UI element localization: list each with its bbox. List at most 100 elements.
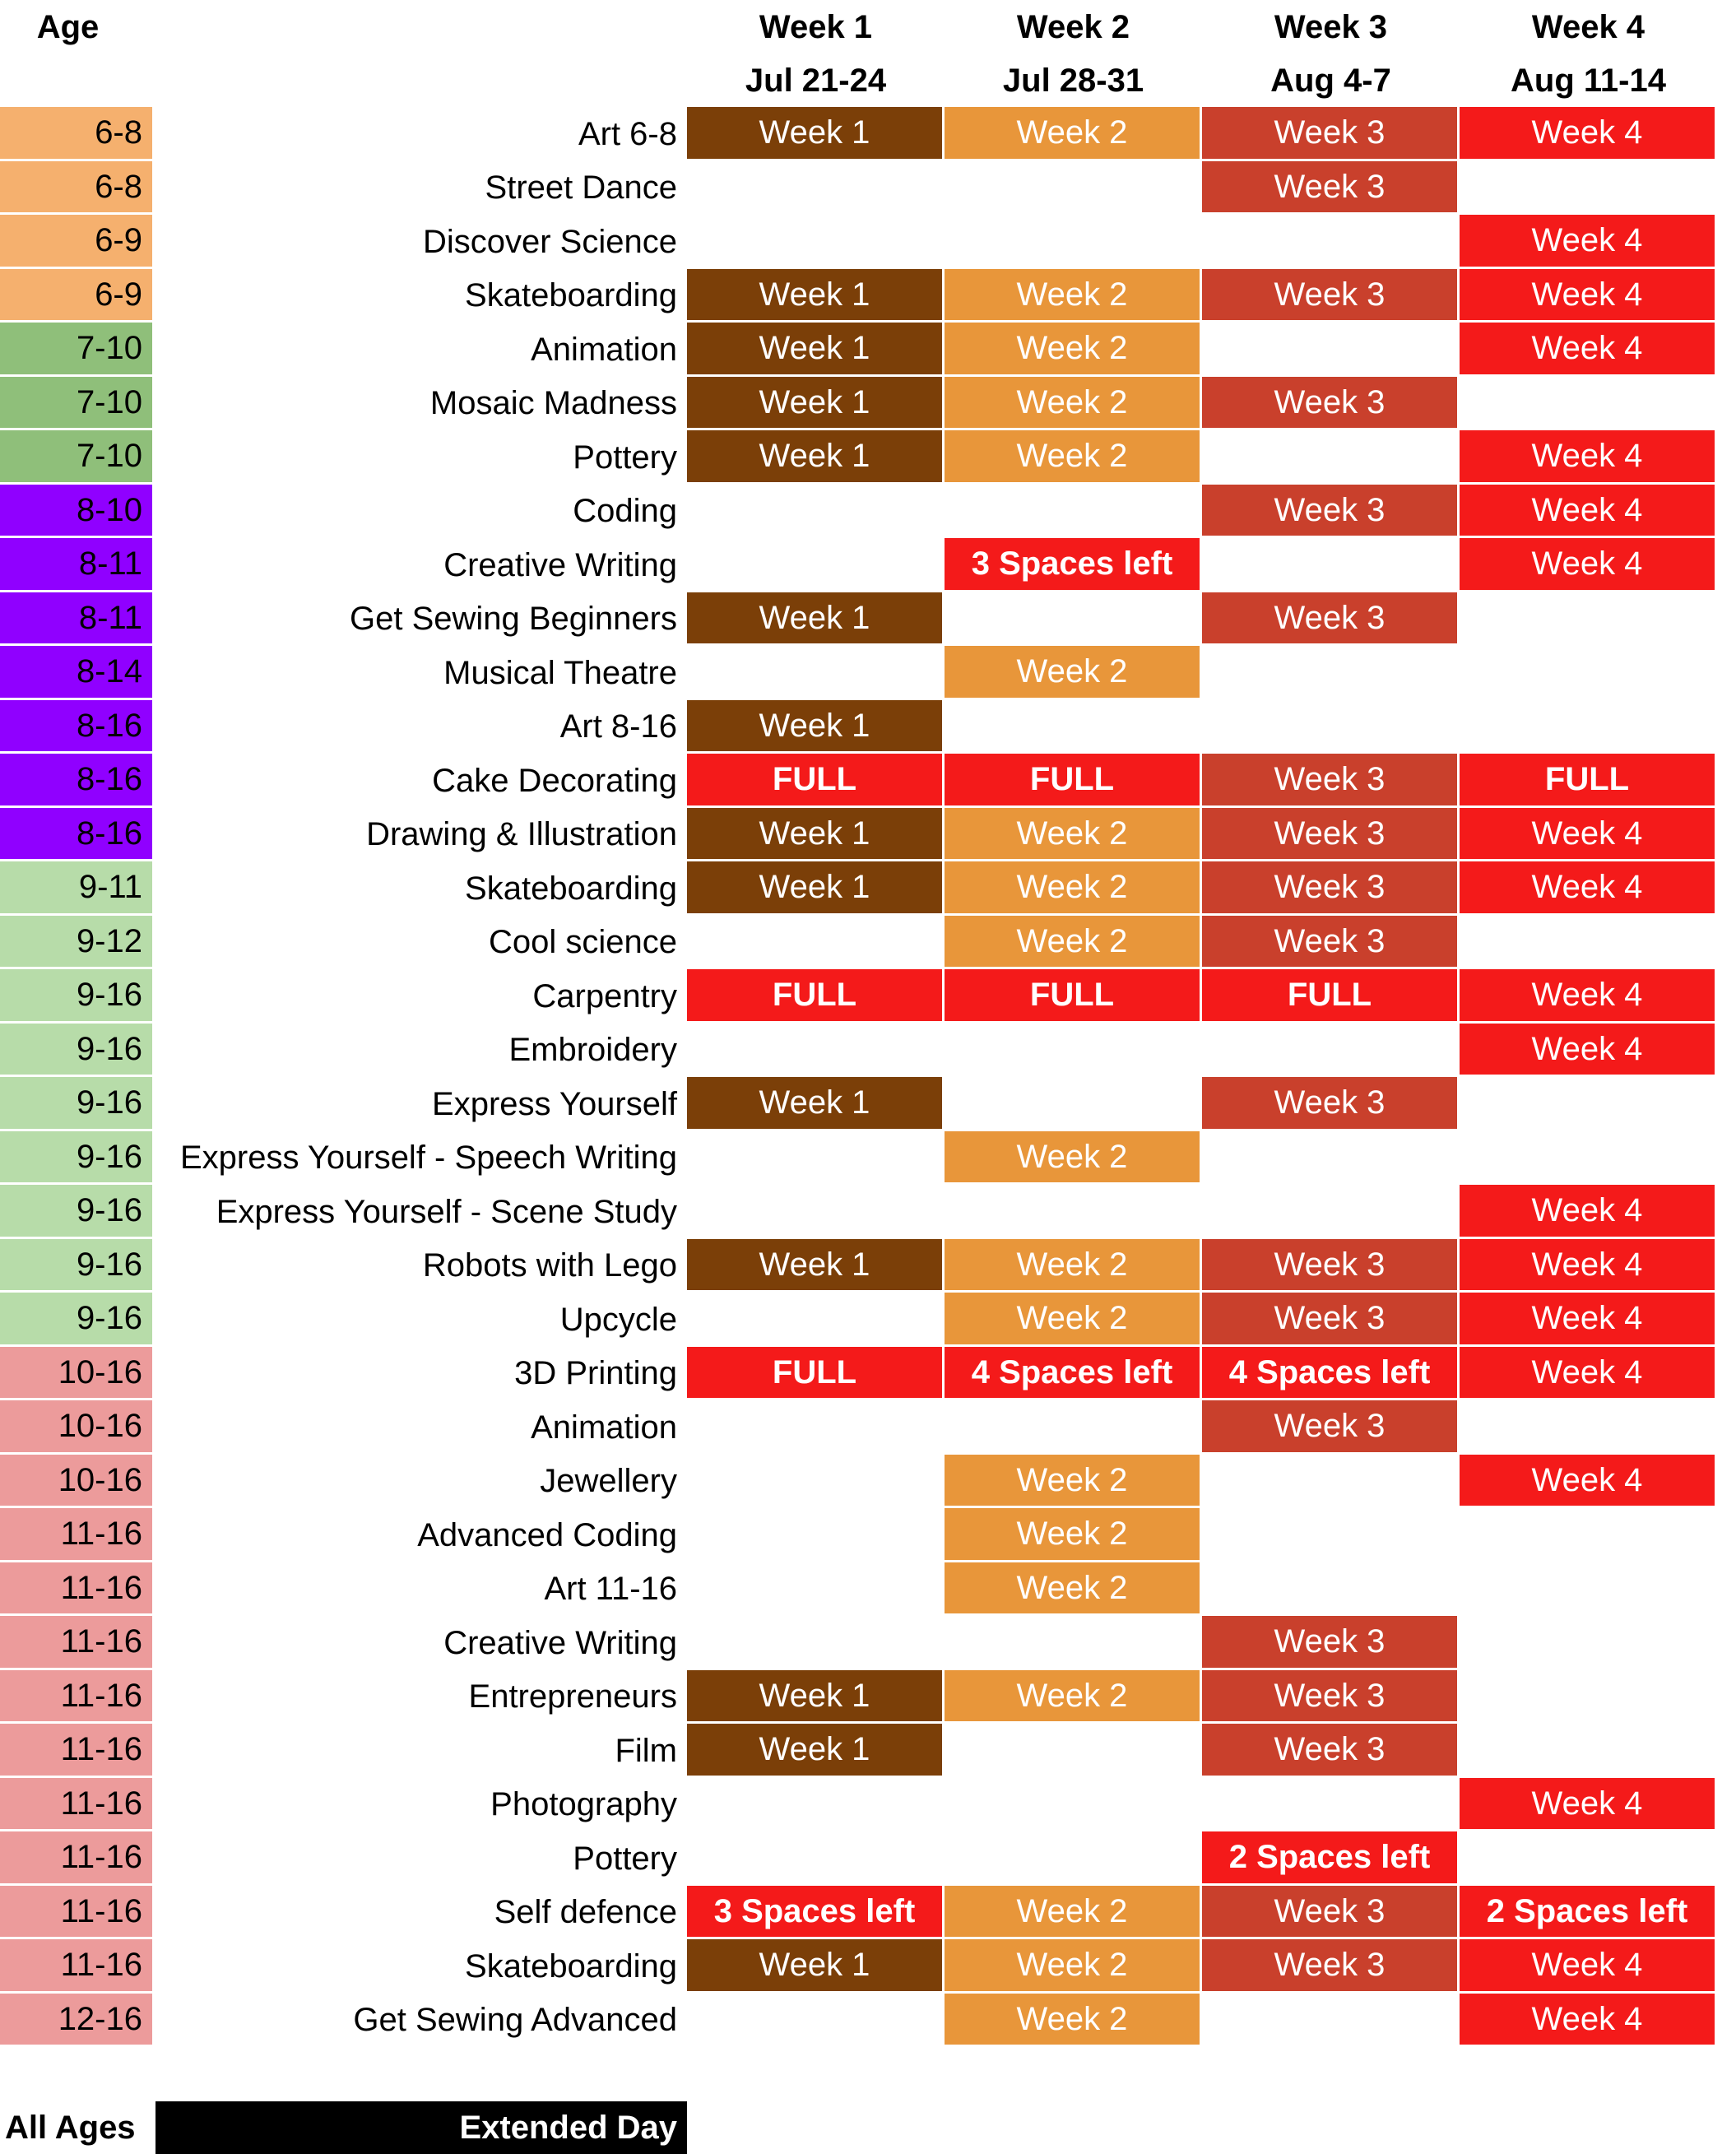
week-1-title: Week 1 — [759, 8, 873, 45]
week-slot: Week 2 — [945, 1293, 1202, 1347]
week-slot: Week 1 — [687, 1669, 945, 1724]
course-name: 3D Printing — [514, 1355, 677, 1392]
week-2-title: Week 2 — [1016, 8, 1130, 45]
week-slot: Week 4 — [1460, 807, 1717, 861]
week-slot: Week 1 — [687, 699, 945, 754]
week-slot: Week 1 — [687, 807, 945, 861]
week-slot: Week 2 — [945, 1993, 1202, 2047]
age-range: 11-16 — [0, 1669, 152, 1724]
availability-badge: 2 Spaces left — [1202, 1831, 1460, 1886]
age-range: 9-16 — [0, 1185, 152, 1239]
week-slot: Week 3 — [1202, 1724, 1460, 1778]
course-name: Photography — [490, 1786, 677, 1823]
availability-badge: 4 Spaces left — [945, 1346, 1202, 1400]
course-name: Self defence — [494, 1894, 677, 1931]
age-range: 11-16 — [0, 1724, 152, 1778]
course-name: Skateboarding — [465, 1947, 677, 1985]
age-range: 8-16 — [0, 699, 152, 754]
age-range: 6-9 — [0, 268, 152, 323]
week-slot: Week 3 — [1202, 1400, 1460, 1455]
age-range: 9-11 — [0, 861, 152, 916]
week-slot: Week 2 — [945, 1508, 1202, 1562]
week-slot: Week 1 — [687, 323, 945, 377]
week-slot: Week 4 — [1460, 1346, 1717, 1400]
age-range: 7-10 — [0, 323, 152, 377]
week-3-dates: Aug 4-7 — [1270, 62, 1391, 99]
week-slot: Week 4 — [1460, 1454, 1717, 1508]
course-name: Musical Theatre — [443, 654, 677, 691]
week-slot: Week 3 — [1202, 592, 1460, 646]
age-range: 11-16 — [0, 1885, 152, 1939]
week-slot: Week 2 — [945, 323, 1202, 377]
age-range: 11-16 — [0, 1777, 152, 1831]
week-slot: Week 2 — [945, 430, 1202, 485]
age-column-header: Age — [36, 8, 100, 45]
week-slot: Week 1 — [687, 268, 945, 323]
week-slot: Week 4 — [1460, 1185, 1717, 1239]
course-name: Mosaic Madness — [429, 385, 677, 422]
course-name: Art 11-16 — [544, 1571, 677, 1608]
week-slot: Week 3 — [1202, 1885, 1460, 1939]
week-slot: Week 2 — [945, 1130, 1202, 1185]
week-slot: Week 2 — [945, 1939, 1202, 1994]
week-slot: Week 4 — [1460, 1939, 1717, 1994]
week-slot: Week 2 — [945, 646, 1202, 700]
week-slot: Week 2 — [945, 1885, 1202, 1939]
course-name: Street Dance — [485, 169, 677, 207]
week-slot: Week 3 — [1202, 160, 1460, 215]
age-range: 9-16 — [0, 1077, 152, 1131]
week-slot: Week 3 — [1202, 861, 1460, 916]
course-name: Embroidery — [508, 1032, 677, 1069]
week-slot: Week 2 — [945, 107, 1202, 161]
week-slot: Week 4 — [1460, 107, 1717, 161]
week-slot: Week 1 — [687, 376, 945, 430]
week-slot: Week 3 — [1202, 376, 1460, 430]
course-name: Upcycle — [559, 1301, 677, 1338]
age-range: 6-9 — [0, 215, 152, 269]
footer-age: All Ages — [5, 2109, 136, 2146]
week-slot: Week 4 — [1460, 1238, 1717, 1293]
week-slot: Week 1 — [687, 1077, 945, 1131]
course-name: Art 8-16 — [559, 708, 677, 745]
availability-badge: FULL — [1460, 754, 1717, 808]
course-name: Drawing & Illustration — [366, 816, 677, 853]
week-slot: Week 1 — [687, 1724, 945, 1778]
course-name: Get Sewing Advanced — [353, 2002, 677, 2039]
course-name: Get Sewing Beginners — [349, 601, 677, 638]
course-name: Robots with Lego — [422, 1247, 677, 1284]
availability-badge: 3 Spaces left — [687, 1885, 945, 1939]
course-name: Animation — [531, 331, 677, 368]
week-slot: Week 1 — [687, 1238, 945, 1293]
week-slot: Week 1 — [687, 592, 945, 646]
availability-badge: FULL — [945, 754, 1202, 808]
age-range: 8-16 — [0, 807, 152, 861]
extended-day-bar: Extended Day — [155, 2101, 687, 2154]
course-name: Coding — [573, 493, 677, 530]
week-slot: Week 2 — [945, 268, 1202, 323]
week-slot: Week 3 — [1202, 107, 1460, 161]
course-name: Cake Decorating — [432, 762, 677, 799]
course-name: Creative Writing — [443, 1624, 677, 1661]
course-name: Art 6-8 — [578, 115, 677, 152]
age-range: 8-16 — [0, 754, 152, 808]
age-range: 7-10 — [0, 430, 152, 485]
week-slot: Week 2 — [945, 1669, 1202, 1724]
age-range: 8-10 — [0, 484, 152, 538]
week-slot: Week 3 — [1202, 1616, 1460, 1670]
course-name: Pottery — [573, 439, 677, 476]
week-slot: Week 2 — [945, 915, 1202, 969]
age-range: 10-16 — [0, 1400, 152, 1455]
age-range: 9-16 — [0, 1023, 152, 1077]
week-slot: Week 2 — [945, 1454, 1202, 1508]
week-slot: Week 2 — [945, 1238, 1202, 1293]
week-slot: Week 3 — [1202, 1669, 1460, 1724]
availability-badge: FULL — [687, 1346, 945, 1400]
course-name: Express Yourself - Speech Writing — [179, 1140, 677, 1177]
week-slot: Week 3 — [1202, 754, 1460, 808]
age-range: 8-11 — [0, 538, 152, 592]
age-range: 11-16 — [0, 1939, 152, 1994]
course-name: Advanced Coding — [417, 1516, 677, 1553]
week-slot: Week 4 — [1460, 430, 1717, 485]
week-slot: Week 4 — [1460, 1993, 1717, 2047]
week-slot: Week 1 — [687, 1939, 945, 1994]
